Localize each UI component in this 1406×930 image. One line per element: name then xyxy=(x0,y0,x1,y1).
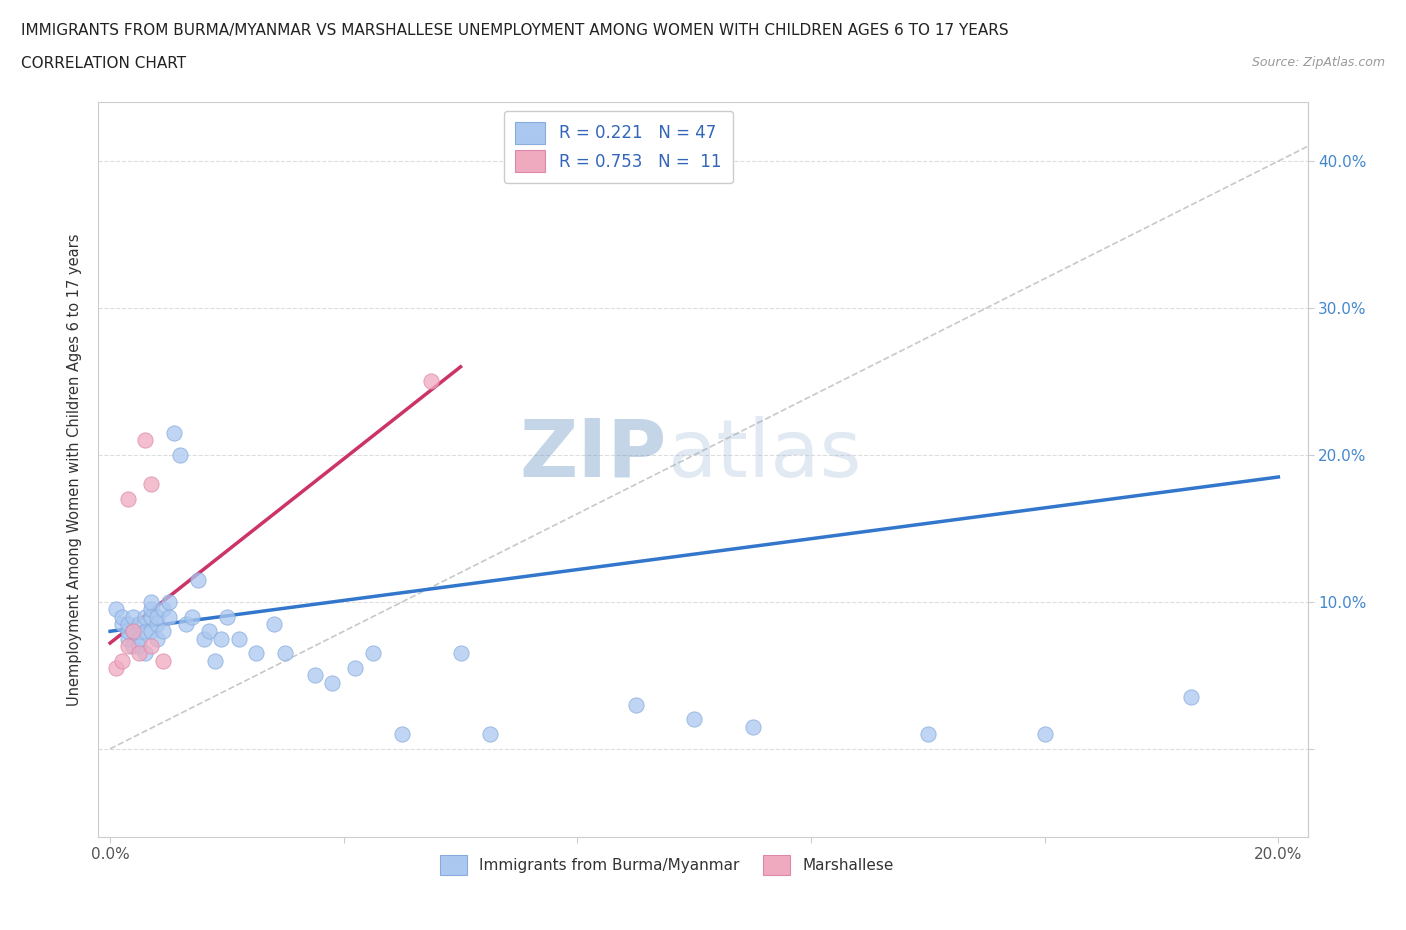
Point xyxy=(152,653,174,668)
Point xyxy=(111,609,134,624)
Text: atlas: atlas xyxy=(666,416,860,494)
Point xyxy=(450,646,472,661)
Point xyxy=(122,609,145,624)
Point xyxy=(146,617,169,631)
Point xyxy=(157,609,180,624)
Point xyxy=(117,639,139,654)
Point xyxy=(741,720,763,735)
Point xyxy=(163,426,186,441)
Point xyxy=(122,639,145,654)
Point xyxy=(1033,726,1056,741)
Legend: Immigrants from Burma/Myanmar, Marshallese: Immigrants from Burma/Myanmar, Marshalle… xyxy=(433,849,900,881)
Point xyxy=(122,624,145,639)
Point xyxy=(139,624,162,639)
Point xyxy=(117,624,139,639)
Point xyxy=(134,624,156,639)
Point xyxy=(391,726,413,741)
Point xyxy=(215,609,238,624)
Point xyxy=(146,631,169,646)
Point xyxy=(139,639,162,654)
Point xyxy=(263,617,285,631)
Point xyxy=(157,594,180,609)
Text: Source: ZipAtlas.com: Source: ZipAtlas.com xyxy=(1251,56,1385,69)
Point xyxy=(1180,690,1202,705)
Point xyxy=(117,617,139,631)
Text: IMMIGRANTS FROM BURMA/MYANMAR VS MARSHALLESE UNEMPLOYMENT AMONG WOMEN WITH CHILD: IMMIGRANTS FROM BURMA/MYANMAR VS MARSHAL… xyxy=(21,23,1008,38)
Point xyxy=(122,624,145,639)
Point xyxy=(169,447,191,462)
Point xyxy=(209,631,232,646)
Point xyxy=(204,653,226,668)
Point xyxy=(134,609,156,624)
Point xyxy=(180,609,202,624)
Point xyxy=(917,726,939,741)
Point xyxy=(117,492,139,507)
Y-axis label: Unemployment Among Women with Children Ages 6 to 17 years: Unemployment Among Women with Children A… xyxy=(67,233,83,706)
Point xyxy=(134,646,156,661)
Text: ZIP: ZIP xyxy=(519,416,666,494)
Point xyxy=(152,624,174,639)
Point xyxy=(478,726,501,741)
Point xyxy=(111,653,134,668)
Point xyxy=(139,602,162,617)
Point xyxy=(361,646,384,661)
Point xyxy=(187,573,209,588)
Point xyxy=(139,477,162,492)
Point xyxy=(420,374,443,389)
Point xyxy=(304,668,326,683)
Point xyxy=(624,698,647,712)
Point xyxy=(228,631,250,646)
Point xyxy=(193,631,215,646)
Point xyxy=(344,660,367,675)
Point xyxy=(139,609,162,624)
Point xyxy=(321,675,343,690)
Point xyxy=(152,602,174,617)
Point xyxy=(128,631,150,646)
Point xyxy=(104,660,127,675)
Point xyxy=(146,609,169,624)
Point xyxy=(198,624,221,639)
Point xyxy=(111,617,134,631)
Point xyxy=(128,617,150,631)
Point xyxy=(128,639,150,654)
Point xyxy=(139,594,162,609)
Point xyxy=(245,646,267,661)
Point xyxy=(104,602,127,617)
Point xyxy=(117,631,139,646)
Point xyxy=(274,646,297,661)
Point xyxy=(683,712,706,727)
Point xyxy=(174,617,197,631)
Point xyxy=(134,432,156,447)
Text: CORRELATION CHART: CORRELATION CHART xyxy=(21,56,186,71)
Point xyxy=(128,646,150,661)
